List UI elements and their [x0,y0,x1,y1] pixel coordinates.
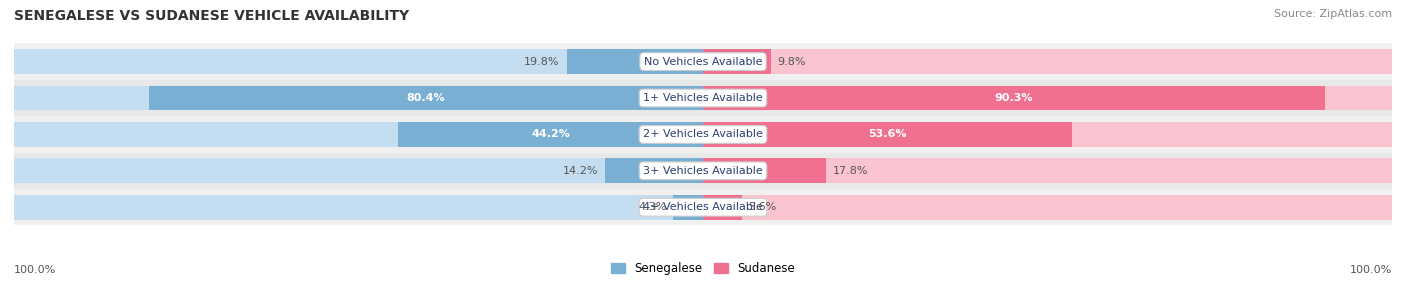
Text: 80.4%: 80.4% [406,93,446,103]
Text: 100.0%: 100.0% [14,265,56,275]
Bar [398,122,703,147]
Bar [703,86,1324,110]
Text: 90.3%: 90.3% [995,93,1033,103]
Bar [14,86,703,110]
Bar [14,116,1392,153]
Text: Source: ZipAtlas.com: Source: ZipAtlas.com [1274,9,1392,19]
Bar [14,153,1392,189]
Bar [703,49,1392,74]
Bar [703,158,1392,183]
Bar [703,49,770,74]
Text: 14.2%: 14.2% [562,166,599,176]
Text: 53.6%: 53.6% [869,130,907,139]
Bar [14,80,1392,116]
Text: 2+ Vehicles Available: 2+ Vehicles Available [643,130,763,139]
Text: SENEGALESE VS SUDANESE VEHICLE AVAILABILITY: SENEGALESE VS SUDANESE VEHICLE AVAILABIL… [14,9,409,23]
Text: 17.8%: 17.8% [832,166,868,176]
Bar [703,195,741,220]
Bar [14,43,1392,80]
Text: 4+ Vehicles Available: 4+ Vehicles Available [643,202,763,212]
Bar [673,195,703,220]
Bar [14,158,703,183]
Text: 44.2%: 44.2% [531,130,571,139]
Bar [14,195,703,220]
Bar [703,86,1392,110]
Bar [703,195,1392,220]
Bar [567,49,703,74]
Legend: Senegalese, Sudanese: Senegalese, Sudanese [606,258,800,280]
Bar [14,49,703,74]
Bar [703,122,1073,147]
Text: No Vehicles Available: No Vehicles Available [644,57,762,67]
Text: 1+ Vehicles Available: 1+ Vehicles Available [643,93,763,103]
Bar [149,86,703,110]
Bar [703,122,1392,147]
Text: 3+ Vehicles Available: 3+ Vehicles Available [643,166,763,176]
Text: 9.8%: 9.8% [778,57,806,67]
Bar [14,122,703,147]
Text: 5.6%: 5.6% [748,202,776,212]
Bar [14,189,1392,225]
Text: 4.3%: 4.3% [638,202,666,212]
Bar [703,158,825,183]
Bar [605,158,703,183]
Text: 19.8%: 19.8% [524,57,560,67]
Text: 100.0%: 100.0% [1350,265,1392,275]
